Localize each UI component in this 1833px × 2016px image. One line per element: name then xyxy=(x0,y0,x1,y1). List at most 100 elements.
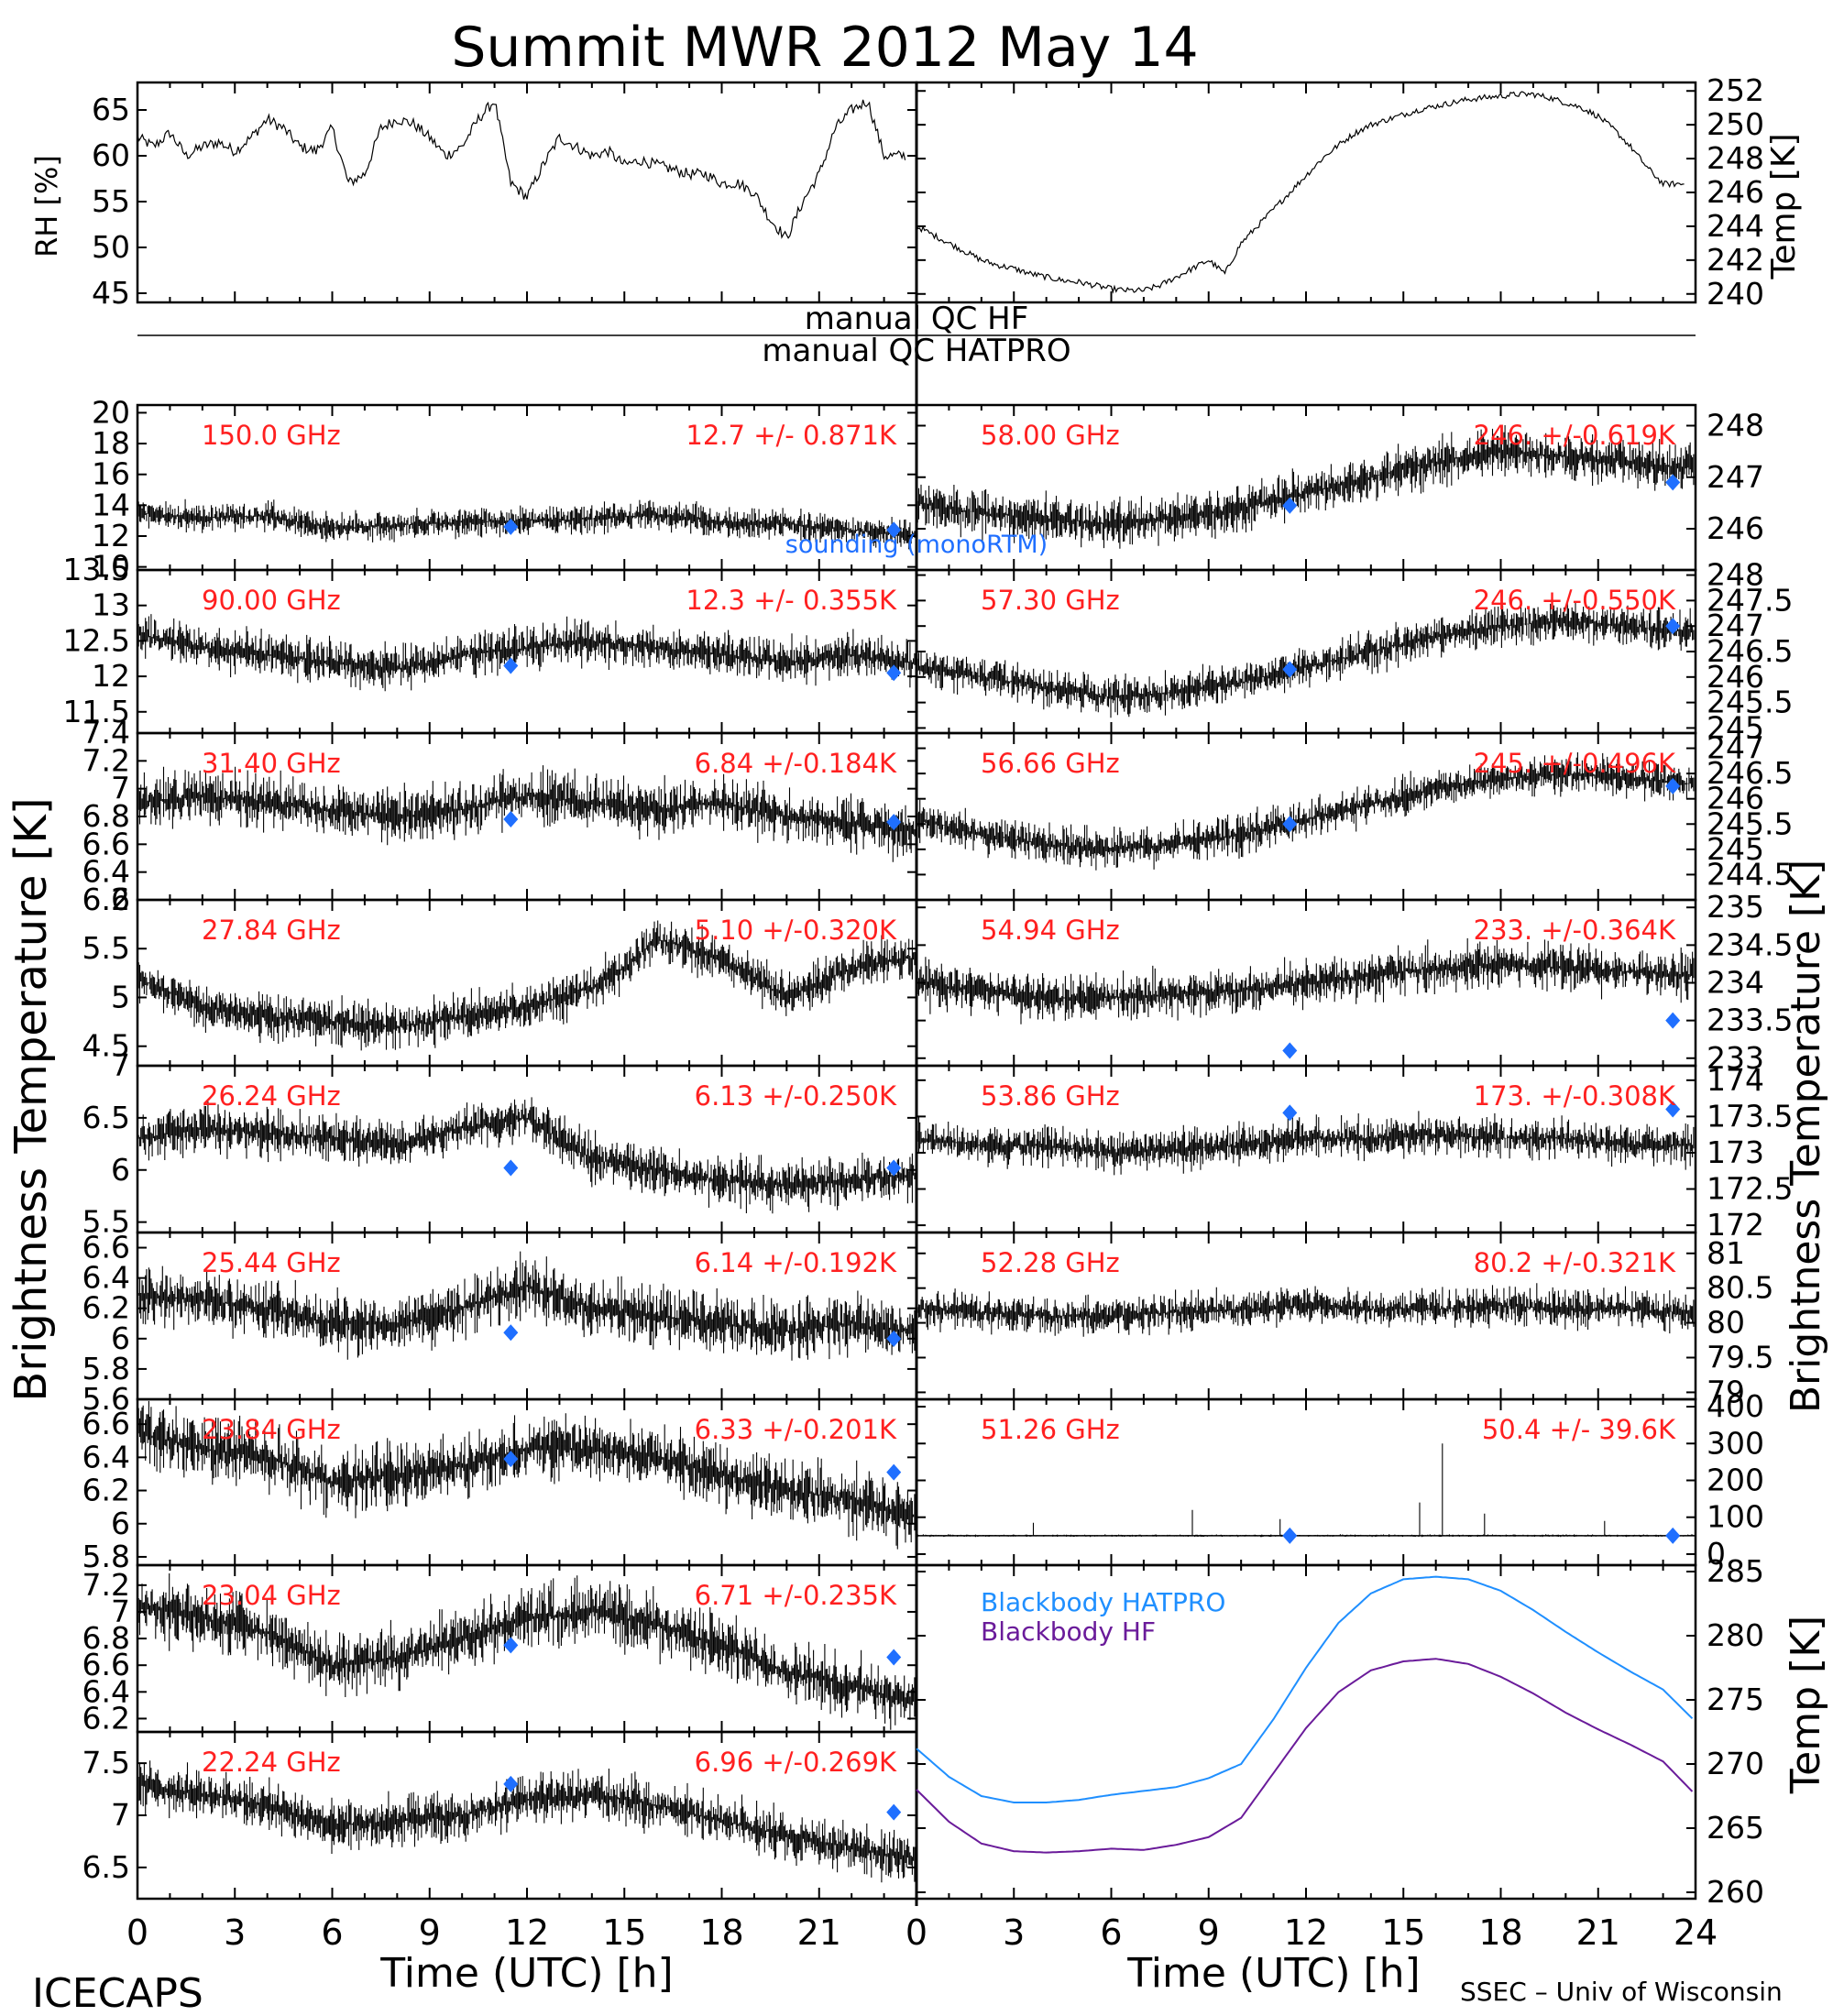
y-tick-label: 5 xyxy=(111,979,130,1014)
y-tick-label: 5.6 xyxy=(82,1381,130,1417)
sounding-point xyxy=(886,521,902,539)
y-tick-label: 246 xyxy=(1707,174,1764,210)
y-tick-label: 6.8 xyxy=(82,798,130,834)
left-panel-0-points xyxy=(137,499,916,550)
left-panel-4: 5.5 6 6.5 7 26.24 GHz 6.13 +/-0.250K xyxy=(82,1047,918,1240)
y-tick-label: 7.2 xyxy=(82,742,130,778)
y-tick-label: 5.8 xyxy=(82,1539,130,1574)
sounding-point xyxy=(1282,497,1298,514)
y-tick-label: 6.6 xyxy=(82,1230,130,1265)
sounding-legend-label: sounding (monoRTM) xyxy=(785,531,1048,559)
sounding-point xyxy=(886,1463,902,1481)
right-bt-axis-title: Brightness Temperature [K] xyxy=(1783,860,1829,1413)
x-tick-label: 21 xyxy=(797,1912,841,1953)
y-tick-label: 79.5 xyxy=(1707,1340,1773,1375)
blackbody-series-0 xyxy=(916,1575,1694,1803)
temp-top-axis-title: Temp [K] xyxy=(1765,133,1803,279)
x-tick-label: 21 xyxy=(1576,1912,1620,1953)
frequency-label: 56.66 GHz xyxy=(981,748,1120,779)
frequency-label: 25.44 GHz xyxy=(202,1247,341,1278)
y-tick-label: 6.4 xyxy=(82,1673,130,1709)
sounding-point xyxy=(886,1803,902,1821)
y-tick-label: 18 xyxy=(92,425,130,461)
y-tick-label: 11.5 xyxy=(63,694,130,729)
y-tick-label: 6.2 xyxy=(82,882,130,917)
y-tick-label: 250 xyxy=(1707,106,1764,142)
y-tick-label: 247 xyxy=(1707,459,1764,495)
left-panel-4-points xyxy=(137,1097,916,1214)
frequency-label: 53.86 GHz xyxy=(981,1080,1120,1112)
y-tick-label: 79 xyxy=(1707,1374,1745,1409)
y-tick-label: 80 xyxy=(1707,1305,1745,1341)
right-panel-1-points xyxy=(916,600,1695,718)
frequency-label: 52.28 GHz xyxy=(981,1247,1120,1278)
y-tick-label: 7.4 xyxy=(82,715,130,751)
y-tick-label: 7 xyxy=(111,1797,130,1833)
y-tick-label: 245 xyxy=(1707,831,1764,867)
footer-ssec: SSEC – Univ of Wisconsin xyxy=(1460,1977,1783,2007)
stat-label: 6.13 +/-0.250K xyxy=(695,1080,897,1112)
x-tick-label: 24 xyxy=(1674,1912,1718,1953)
frequency-label: 22.24 GHz xyxy=(202,1747,341,1778)
y-tick-label: 245.5 xyxy=(1707,805,1793,841)
right-panel-3-trace xyxy=(916,937,1695,1024)
y-tick-label: 260 xyxy=(1707,1874,1764,1910)
stat-label: 80.2 +/-0.321K xyxy=(1474,1247,1676,1278)
x-axis-title-left: Time (UTC) [h] xyxy=(379,1950,673,1997)
x-tick-label: 3 xyxy=(224,1912,246,1953)
sounding-point xyxy=(886,814,902,831)
x-tick-label: 9 xyxy=(419,1912,441,1953)
y-tick-label: 45 xyxy=(92,275,130,311)
y-tick-label: 6 xyxy=(111,882,130,917)
temp-bb-axis-title: Temp [K] xyxy=(1783,1616,1829,1794)
sounding-point xyxy=(1665,1101,1681,1118)
sounding-point xyxy=(1282,1104,1298,1122)
left-panel-8-trace xyxy=(137,1760,916,1883)
y-tick-label: 20 xyxy=(92,394,130,430)
left-bt-axis-title: Brightness Temperature [K] xyxy=(5,797,57,1401)
sounding-point xyxy=(886,1159,902,1177)
y-tick-label: 14 xyxy=(92,487,130,522)
right-panel-1-trace xyxy=(916,600,1695,718)
legend-entry-0: Blackbody HATPRO xyxy=(981,1587,1225,1617)
left-panel-6: 5.866.26.46.6 23.84 GHz 6.33 +/-0.201K xyxy=(82,1397,918,1574)
left-panel-6-trace xyxy=(137,1400,916,1550)
frequency-label: 23.84 GHz xyxy=(202,1414,341,1445)
y-tick-label: 10 xyxy=(92,549,130,585)
sounding-point xyxy=(1665,474,1681,491)
footer-icecaps: ICECAPS xyxy=(32,1970,203,2016)
left-panel-4-trace xyxy=(137,1097,916,1214)
x-tick-label: 3 xyxy=(1003,1912,1025,1953)
y-tick-label: 248 xyxy=(1707,557,1764,593)
sounding-point xyxy=(1665,618,1681,635)
rh-panel: 45 50 55 60 65 xyxy=(92,81,918,311)
y-tick-label: 100 xyxy=(1707,1499,1764,1535)
y-tick-label: 248 xyxy=(1707,408,1764,444)
x-tick-label: 6 xyxy=(1100,1912,1122,1953)
y-tick-label: 246 xyxy=(1707,781,1764,816)
x-tick-label: 12 xyxy=(1284,1912,1328,1953)
sounding-point xyxy=(503,518,519,535)
frequency-label: 31.40 GHz xyxy=(202,748,341,779)
x-axis-title-right: Time (UTC) [h] xyxy=(1126,1950,1420,1997)
y-tick-label: 246 xyxy=(1707,510,1764,546)
stat-label: 12.3 +/- 0.355K xyxy=(686,585,897,616)
rh-series-line xyxy=(137,99,906,239)
left-panel-7-trace xyxy=(137,1573,916,1730)
y-tick-label: 265 xyxy=(1707,1810,1764,1846)
y-tick-label: 6 xyxy=(111,1152,130,1188)
rh-axis-title: RH [%] xyxy=(29,155,64,257)
left-panel-5: 5.65.866.26.46.6 25.44 GHz 6.14 +/-0.192K xyxy=(82,1230,918,1417)
sounding-point xyxy=(1282,1042,1298,1059)
y-tick-label: 200 xyxy=(1707,1462,1764,1497)
left-panel-7-points xyxy=(137,1573,916,1730)
y-tick-label: 6 xyxy=(111,1506,130,1541)
y-tick-label: 240 xyxy=(1707,276,1764,312)
